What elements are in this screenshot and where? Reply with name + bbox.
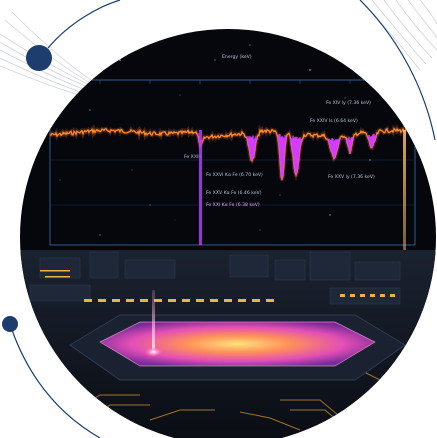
frame-arc-right bbox=[359, 0, 436, 141]
beam-right bbox=[403, 130, 406, 280]
beam-left bbox=[199, 130, 202, 245]
annotation-top-right-2: Fe XXIV ls (6.64 keV) bbox=[310, 118, 358, 124]
frame-arc-bottom-left bbox=[11, 329, 101, 438]
annotation-center-2: Fe XXV Kα Fe (6.46 keV) bbox=[206, 190, 262, 196]
decorative-dot-icon bbox=[26, 45, 52, 71]
chip-glow bbox=[100, 322, 375, 366]
annotation-top-right-1: Fe XIV ly (7.36 keV) bbox=[326, 100, 371, 106]
decorative-dot-icon bbox=[2, 316, 18, 332]
annotation-bottom: Fe XXI Kα Fe (6.38 keV) bbox=[206, 202, 260, 208]
annotation-left-axis: Fe XXIII bbox=[184, 154, 201, 160]
beam-chip bbox=[152, 290, 155, 352]
annotation-right-mid: Fe XXV ly (7.36 keV) bbox=[328, 174, 375, 180]
fan-lines-icon bbox=[0, 11, 98, 100]
plot-title: Energy (keV) bbox=[222, 54, 252, 60]
frame-arc-top bbox=[47, 0, 121, 49]
annotation-center-1: Fe XXVI Kα Fe (6.70 keV) bbox=[206, 172, 263, 178]
plot-frame bbox=[49, 79, 416, 246]
beam-chip-base bbox=[144, 347, 163, 357]
gold-traces bbox=[40, 270, 395, 302]
spectrum bbox=[49, 123, 412, 182]
starfield bbox=[39, 44, 396, 236]
fan-lines-icon bbox=[359, 0, 437, 71]
